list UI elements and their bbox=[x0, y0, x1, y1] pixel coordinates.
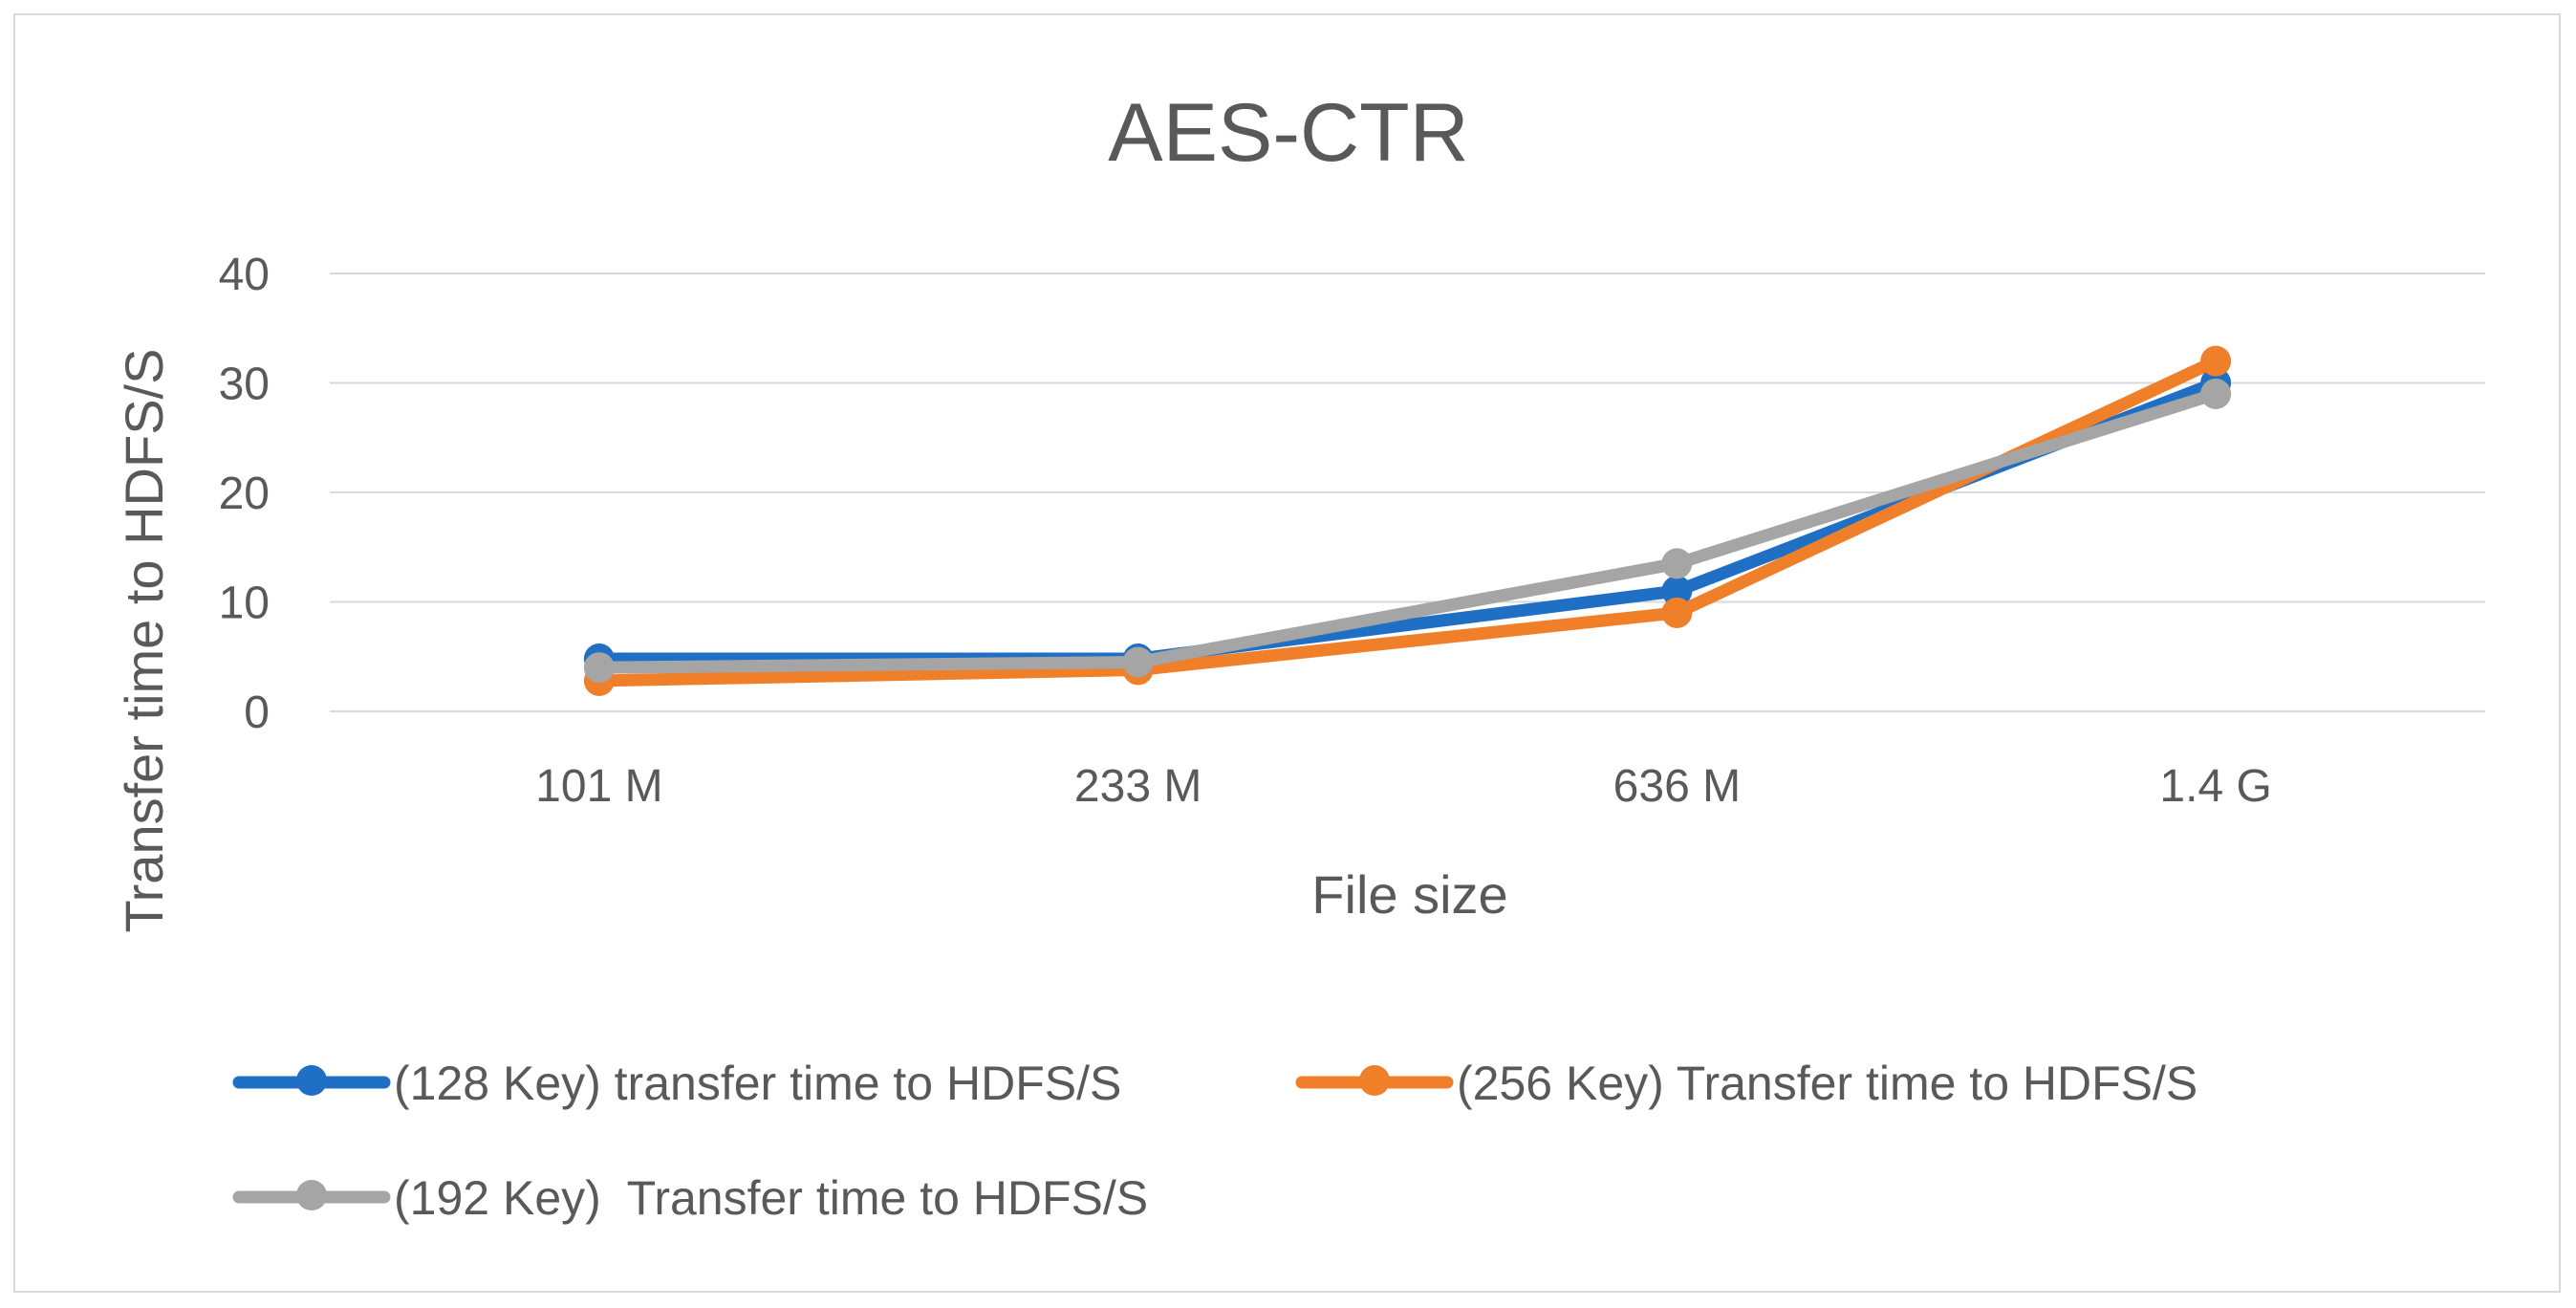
y-axis-title: Transfer time to HDFS/S bbox=[114, 349, 174, 933]
series-2 bbox=[583, 378, 2232, 684]
series-layer bbox=[583, 345, 2232, 696]
x-axis-ticks: 101 M 233 M 636 M 1.4 G bbox=[535, 761, 2272, 812]
legend-label: (128 Key) transfer time to HDFS/S bbox=[394, 1057, 1121, 1110]
data-point bbox=[1122, 646, 1154, 678]
legend: (128 Key) transfer time to HDFS/S (256 Ke… bbox=[232, 1057, 2197, 1225]
y-tick-label: 0 bbox=[244, 687, 270, 738]
y-tick-label: 10 bbox=[219, 578, 270, 629]
x-axis-title: File size bbox=[1311, 864, 1507, 925]
y-axis-ticks: 0 10 20 30 40 bbox=[219, 250, 270, 738]
series-line bbox=[593, 355, 2222, 687]
data-point bbox=[1661, 597, 1693, 628]
y-tick-label: 30 bbox=[219, 360, 270, 410]
data-point bbox=[583, 652, 615, 684]
legend-item-2: (192 Key) Transfer time to HDFS/S bbox=[232, 1171, 1148, 1225]
x-tick-label: 101 M bbox=[535, 761, 662, 812]
legend-item-0: (128 Key) transfer time to HDFS/S bbox=[232, 1057, 1121, 1110]
chart-title: AES-CTR bbox=[1108, 87, 1468, 179]
x-tick-label: 1.4 G bbox=[2159, 761, 2271, 812]
series-0 bbox=[583, 367, 2232, 675]
legend-swatch-marker bbox=[296, 1065, 327, 1096]
series-line bbox=[593, 387, 2222, 674]
legend-swatch-marker bbox=[1359, 1065, 1390, 1096]
legend-label: (256 Key) Transfer time to HDFS/S bbox=[1457, 1057, 2197, 1110]
legend-item-1: (256 Key) Transfer time to HDFS/S bbox=[1295, 1057, 2197, 1110]
data-point bbox=[2200, 378, 2232, 409]
y-tick-label: 40 bbox=[219, 250, 270, 300]
data-point bbox=[1661, 576, 1693, 607]
gridlines bbox=[330, 272, 2485, 712]
y-tick-label: 20 bbox=[219, 469, 270, 519]
legend-swatch-marker bbox=[296, 1180, 327, 1210]
data-point bbox=[2200, 345, 2232, 377]
legend-label: (192 Key) Transfer time to HDFS/S bbox=[394, 1171, 1148, 1225]
x-tick-label: 233 M bbox=[1074, 761, 1201, 812]
x-tick-label: 636 M bbox=[1613, 761, 1741, 812]
data-point bbox=[1661, 548, 1693, 579]
series-1 bbox=[583, 345, 2232, 696]
